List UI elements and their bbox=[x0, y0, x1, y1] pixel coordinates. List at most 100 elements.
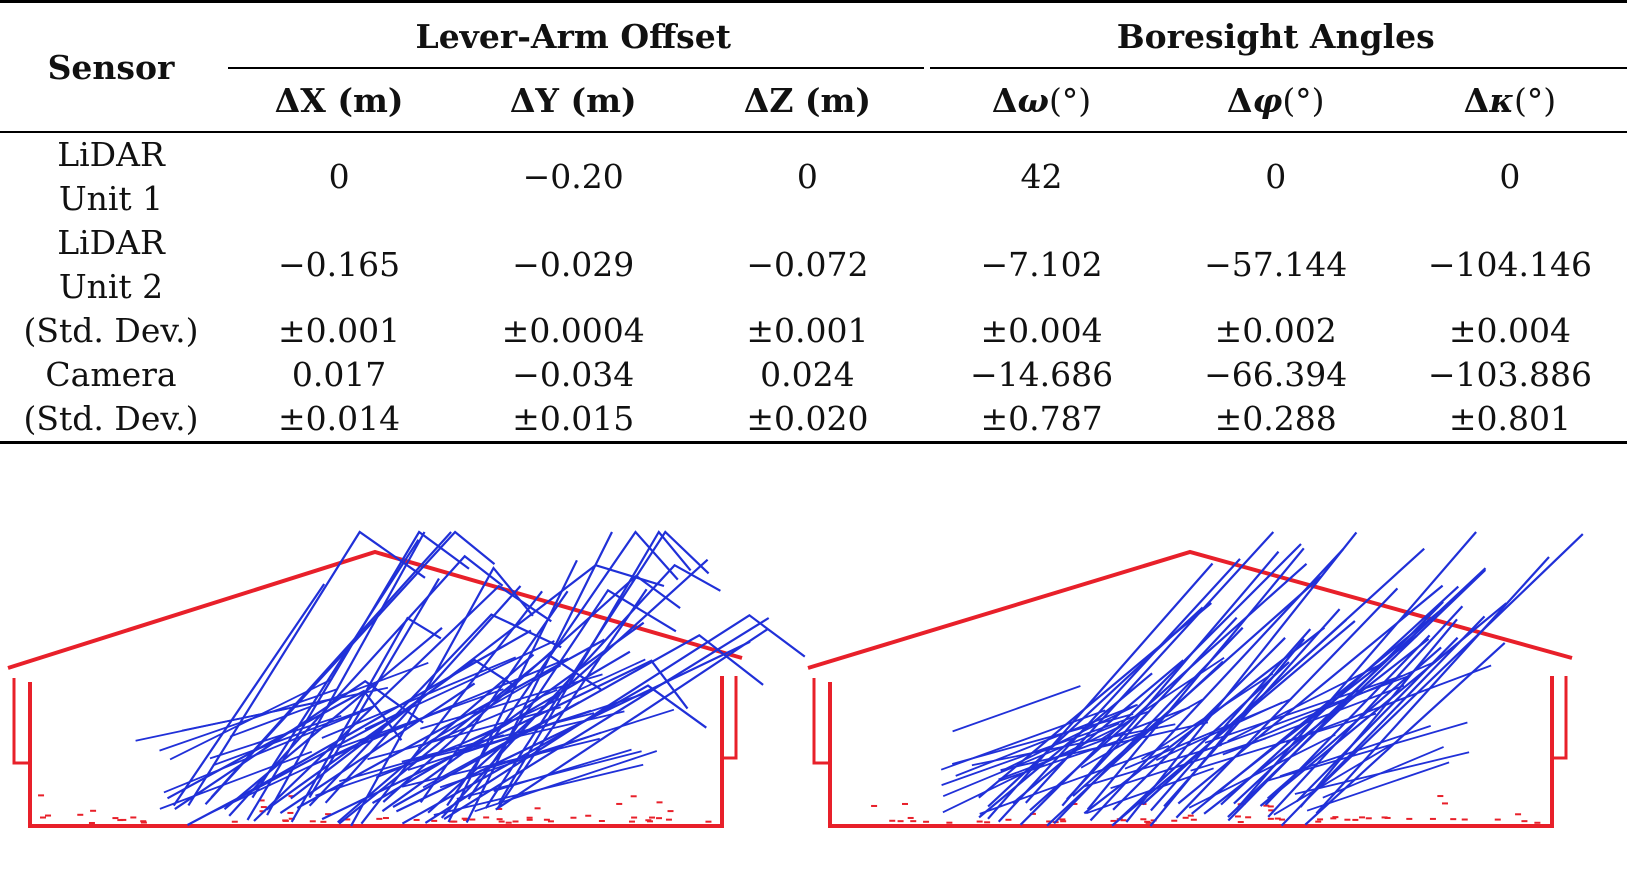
table-cell: 0 bbox=[1499, 157, 1521, 196]
red-point bbox=[1332, 816, 1339, 819]
lidar-scan-line bbox=[209, 714, 342, 760]
lidar-scan-line bbox=[1125, 531, 1358, 823]
red-point bbox=[382, 817, 389, 820]
wall-floor-outline bbox=[828, 676, 1554, 828]
lidar-scan-line bbox=[496, 588, 648, 810]
red-point bbox=[1145, 821, 1152, 824]
red-point bbox=[463, 818, 470, 821]
red-point bbox=[325, 813, 332, 816]
calibration-table: Sensor Lever-Arm Offset Boresight Angles… bbox=[0, 1, 1627, 443]
lidar-scan-line bbox=[1083, 744, 1222, 788]
red-point bbox=[628, 820, 635, 823]
lidar-scan-line bbox=[1141, 672, 1274, 761]
table-cell: ±0.801 bbox=[1448, 399, 1571, 438]
red-point bbox=[534, 807, 541, 810]
lidar-scan-line bbox=[1000, 703, 1138, 773]
lidar-scan-line bbox=[971, 723, 1176, 767]
red-point bbox=[1365, 817, 1372, 820]
lidar-scan-line bbox=[1117, 661, 1290, 821]
lidar-scan-line bbox=[1204, 675, 1402, 744]
lidar-scan-line bbox=[159, 688, 338, 752]
table-cell: ±0.020 bbox=[746, 399, 869, 438]
red-point bbox=[282, 819, 289, 822]
lidar-scan-line bbox=[417, 664, 562, 749]
red-point bbox=[1317, 818, 1324, 821]
table-cell: 42 bbox=[1020, 157, 1063, 196]
red-point bbox=[1515, 813, 1522, 816]
lidar-scan-line bbox=[942, 722, 1120, 798]
red-point bbox=[1140, 818, 1147, 821]
lidar-scan-line bbox=[1315, 556, 1550, 815]
table-cell: 0 bbox=[1265, 157, 1287, 196]
lidar-scan-line bbox=[941, 710, 1149, 786]
table-row-camera-std-dev: (Std. Dev.) ±0.014 ±0.015 ±0.020 ±0.787 … bbox=[0, 397, 1627, 443]
lidar-scan-line bbox=[433, 763, 644, 816]
red-point bbox=[1437, 795, 1444, 798]
table-cell: −0.072 bbox=[746, 245, 869, 284]
red-point bbox=[320, 820, 327, 823]
lidar-scan-line bbox=[339, 734, 505, 783]
red-point bbox=[461, 817, 468, 820]
lidar-scan-line bbox=[336, 688, 504, 750]
red-point bbox=[1268, 809, 1275, 812]
lidar-scan-line bbox=[459, 658, 646, 746]
red-point bbox=[871, 804, 878, 807]
lidar-scan-line bbox=[1299, 618, 1458, 808]
red-point bbox=[1461, 818, 1468, 821]
red-point bbox=[984, 821, 991, 824]
table-row-lidar-unit-1: LiDAR Unit 1 0 −0.20 0 42 0 0 bbox=[0, 132, 1627, 221]
lidar-scan-line bbox=[1089, 548, 1345, 822]
lidar-scan-line bbox=[321, 659, 689, 821]
red-point bbox=[1182, 816, 1189, 819]
lidar-scan-line bbox=[296, 638, 605, 809]
red-point bbox=[469, 818, 476, 821]
red-point bbox=[376, 817, 383, 820]
lidar-scan-line bbox=[401, 684, 707, 825]
red-point bbox=[1110, 819, 1117, 822]
header-boresight-label: Boresight Angles bbox=[1116, 16, 1435, 56]
red-point bbox=[140, 821, 147, 824]
table-cell: ±0.014 bbox=[278, 399, 401, 438]
table-cell: ±0.001 bbox=[278, 311, 401, 350]
lidar-scan-line bbox=[484, 530, 710, 809]
row-sensor-lidar-unit-2: LiDAR Unit 2 bbox=[0, 221, 222, 309]
red-point bbox=[1245, 816, 1252, 819]
lidar-scan-line bbox=[308, 613, 562, 807]
red-point bbox=[258, 799, 265, 802]
red-point bbox=[910, 820, 917, 823]
header-delta-phi: Δφ(°) bbox=[1226, 80, 1325, 120]
red-point bbox=[260, 806, 267, 809]
lidar-scan-line bbox=[159, 750, 313, 810]
red-point bbox=[1352, 818, 1359, 821]
lidar-scan-line bbox=[321, 656, 517, 739]
table-cell: −14.686 bbox=[969, 355, 1114, 394]
red-point bbox=[946, 821, 953, 824]
red-point bbox=[1384, 816, 1391, 819]
right-wall-detail bbox=[722, 676, 738, 760]
red-point bbox=[451, 820, 458, 823]
lidar-scan-line bbox=[1254, 660, 1436, 740]
red-point bbox=[1344, 818, 1351, 821]
red-point bbox=[1274, 817, 1281, 820]
lidar-scan-line bbox=[451, 692, 646, 758]
red-point bbox=[1359, 816, 1366, 819]
red-point bbox=[570, 816, 577, 819]
left-wall-detail bbox=[812, 678, 830, 765]
red-point bbox=[1494, 818, 1501, 821]
lidar-scan-line bbox=[439, 731, 602, 789]
red-point bbox=[309, 820, 316, 823]
red-point bbox=[543, 818, 550, 821]
lidar-scan-line bbox=[446, 530, 679, 807]
red-point bbox=[39, 816, 46, 819]
red-point bbox=[645, 819, 652, 822]
red-point bbox=[923, 820, 930, 823]
red-point bbox=[705, 820, 712, 823]
table-cell: ±0.0004 bbox=[501, 311, 645, 350]
lidar-scan-line bbox=[1085, 767, 1214, 815]
red-point bbox=[526, 816, 533, 819]
table-cell: 0.017 bbox=[291, 355, 387, 394]
red-point bbox=[1429, 817, 1436, 820]
lidar-scan-line bbox=[997, 558, 1241, 823]
lidar-scan-line bbox=[495, 628, 768, 811]
point-cloud-before-calibration bbox=[7, 530, 806, 828]
